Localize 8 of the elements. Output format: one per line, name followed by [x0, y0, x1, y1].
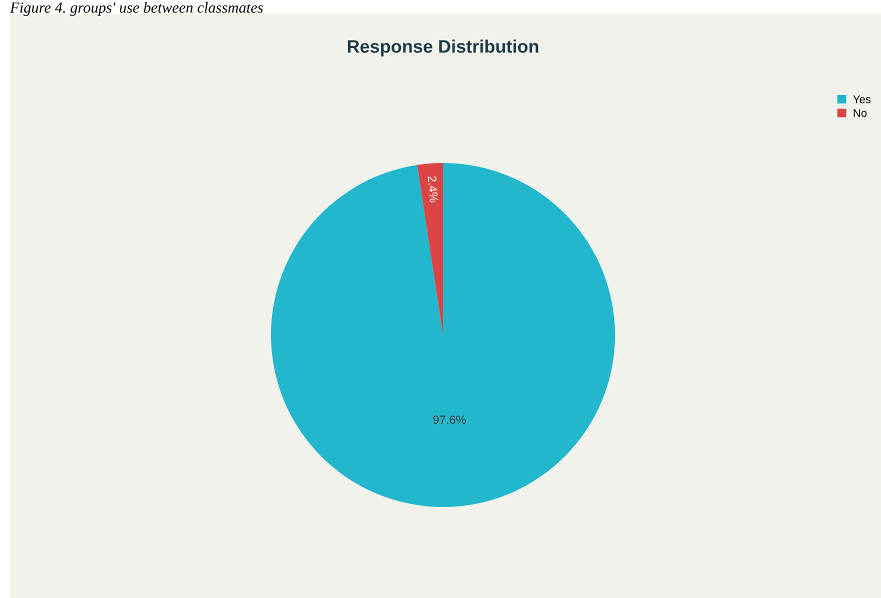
legend-label: No [854, 109, 867, 117]
legend-label: Yes [853, 95, 871, 104]
data-label: 2.4% [428, 176, 438, 202]
chart-title: Response Distribution [348, 40, 538, 56]
pie-slice [417, 163, 443, 335]
caption: Figure 4. groups' use between classmates [10, 2, 263, 16]
pie-slice [271, 163, 615, 507]
data-label: 97.6% [433, 416, 466, 424]
